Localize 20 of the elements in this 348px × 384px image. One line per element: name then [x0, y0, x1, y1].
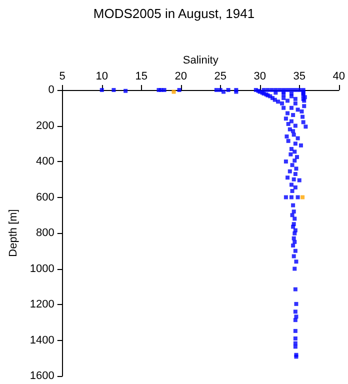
- y-tick-label: 1200: [30, 298, 54, 310]
- y-tick-label: 1600: [30, 370, 54, 382]
- x-tick-label: 5: [59, 70, 66, 82]
- x-tick-label: 15: [135, 70, 148, 82]
- y-tick-label: 1000: [30, 262, 54, 275]
- chart-title: MODS2005 in August, 1941: [93, 6, 255, 21]
- x-tick-label: 30: [254, 70, 266, 82]
- y-tick-label: 200: [36, 120, 54, 132]
- y-tick-label: 0: [48, 84, 54, 96]
- x-tick-label: 35: [293, 70, 306, 82]
- x-tick-label: 10: [96, 70, 108, 82]
- x-tick-label: 20: [174, 70, 187, 82]
- x-axis-title: Salinity: [182, 54, 219, 67]
- x-tick-label: 25: [214, 70, 226, 82]
- x-tick-label: 40: [332, 70, 346, 82]
- y-axis-title: Depth [m]: [8, 209, 20, 257]
- y-tick-label: 400: [36, 156, 54, 168]
- y-tick-label: 600: [36, 191, 54, 204]
- y-tick-label: 1400: [30, 334, 54, 346]
- y-tick-label: 800: [36, 227, 54, 239]
